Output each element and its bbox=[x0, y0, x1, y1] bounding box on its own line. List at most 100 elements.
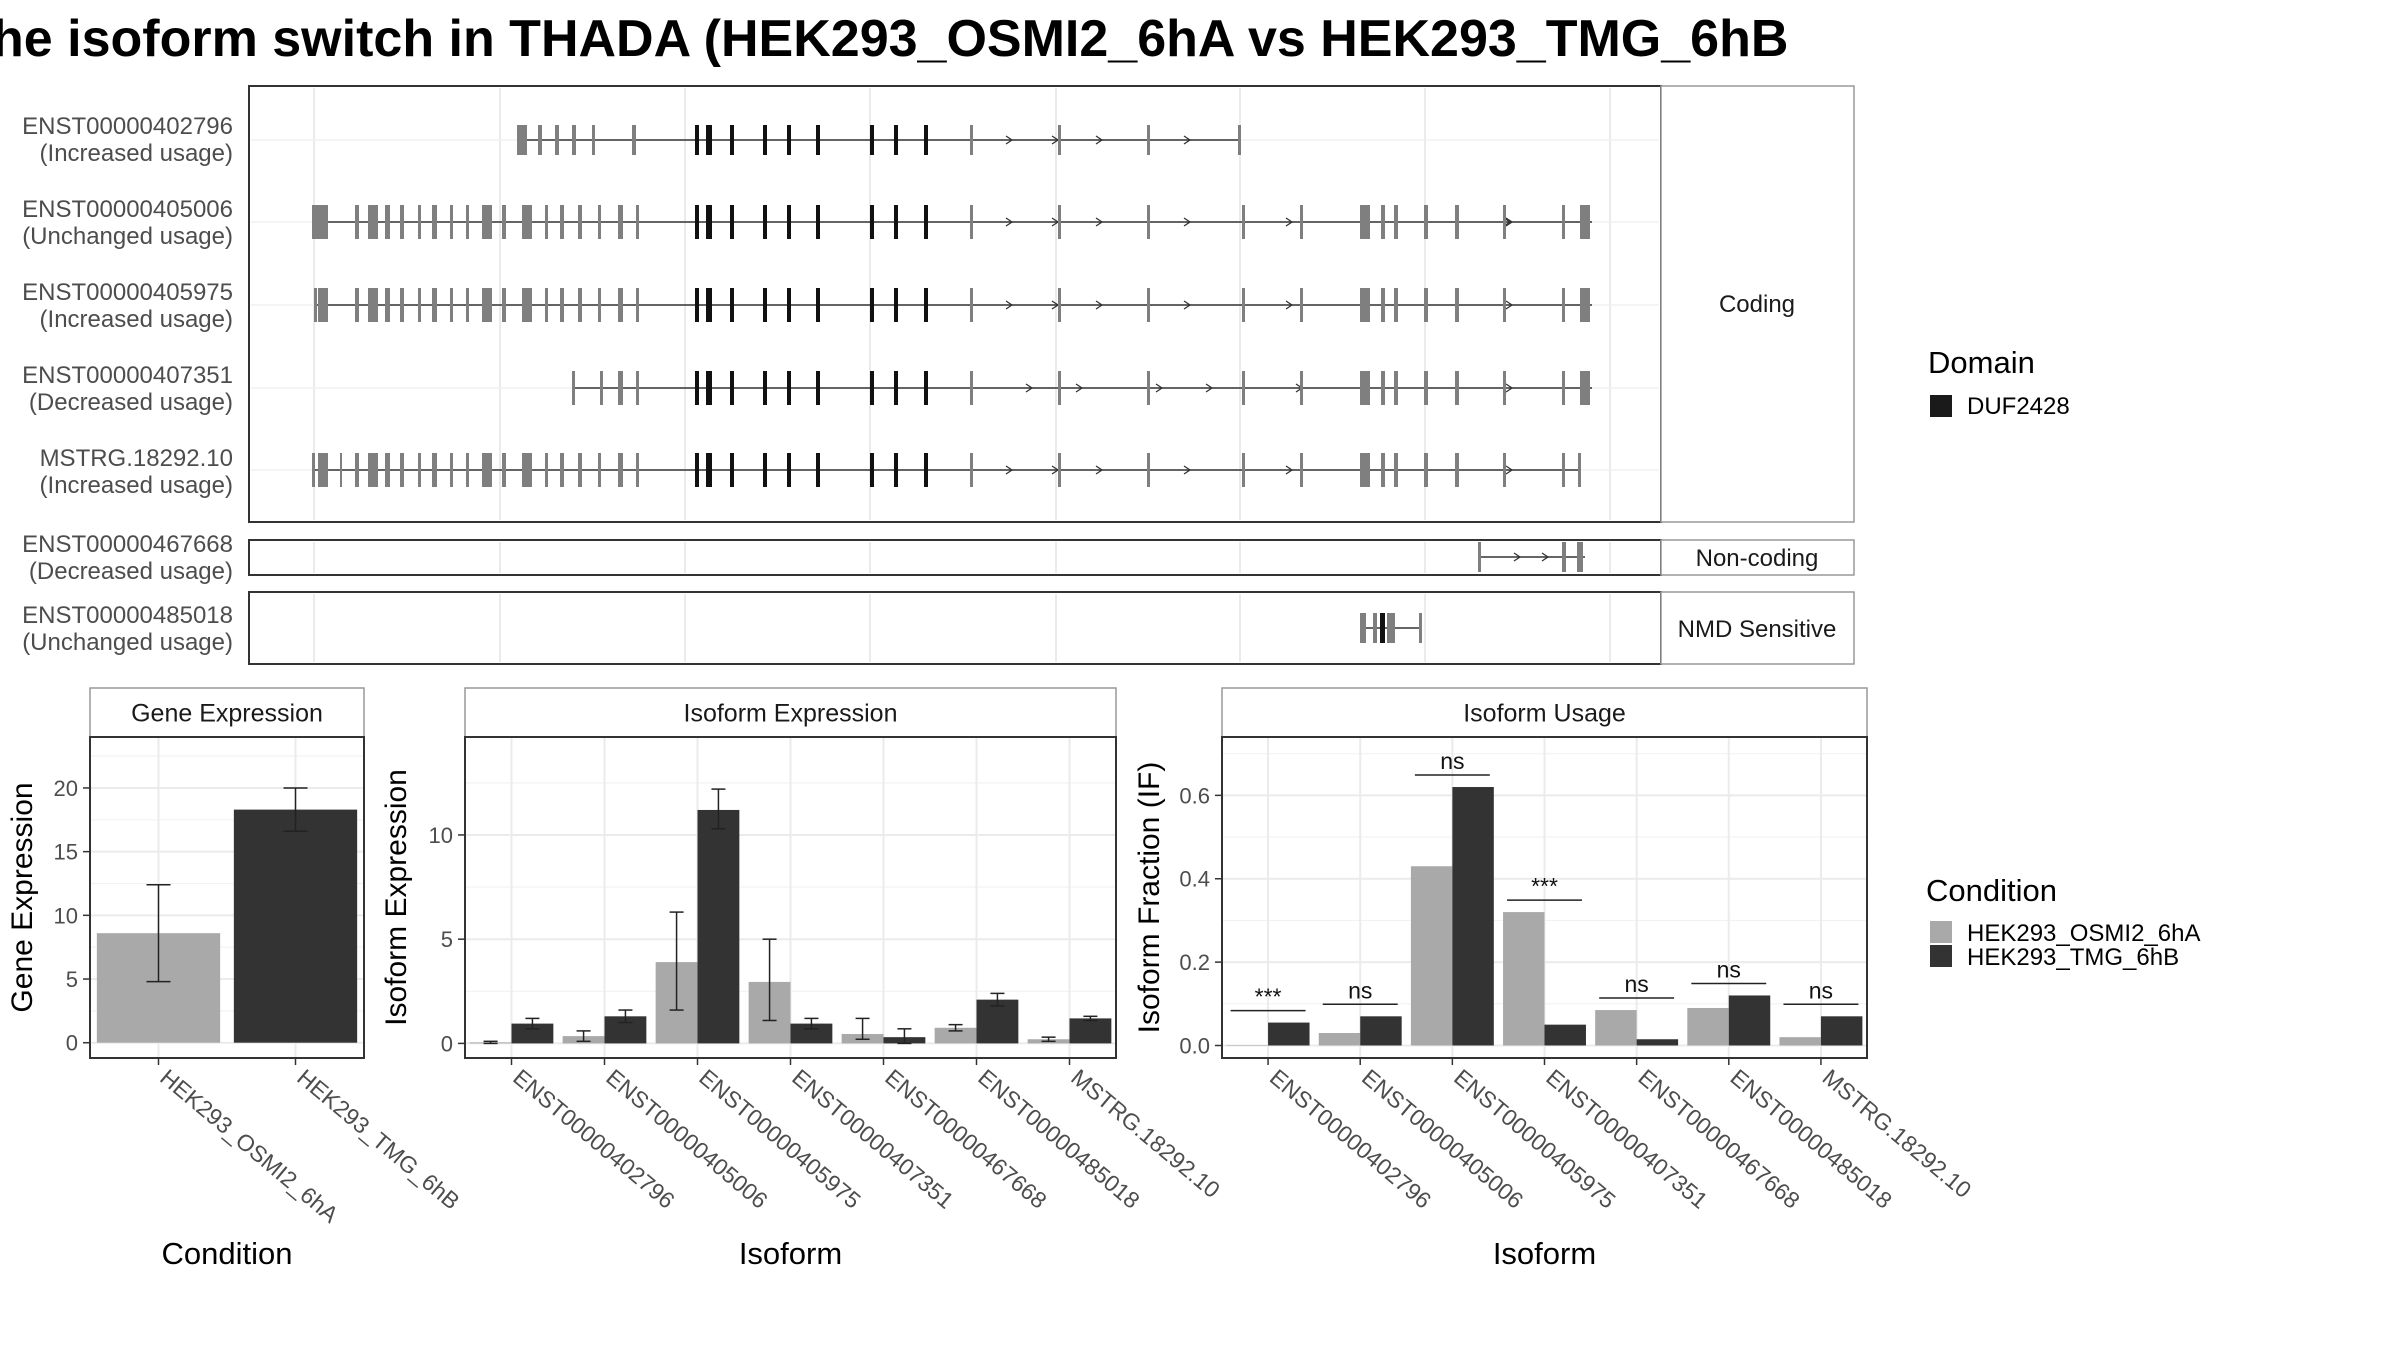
condition-legend-swatch-a bbox=[1930, 921, 1952, 943]
isoform-label-id: ENST00000402796 bbox=[22, 113, 233, 140]
isoform-467668-exon bbox=[1562, 542, 1566, 572]
isoform-mstrg-exon bbox=[400, 453, 404, 487]
significance-label: *** bbox=[1531, 873, 1558, 899]
x-tick-label: MSTRG.18292.10 bbox=[1066, 1064, 1225, 1203]
isoform-402796-exon bbox=[787, 125, 791, 155]
x-tick-label: ENST00000405006 bbox=[601, 1064, 773, 1214]
strip-label-nmd: NMD Sensitive bbox=[1678, 616, 1837, 643]
y-tick-label: 0 bbox=[66, 1031, 78, 1056]
isoform-407351-exon bbox=[730, 371, 734, 405]
isoform-405006-exon bbox=[432, 205, 437, 239]
isoform-label-usage: (Increased usage) bbox=[40, 306, 233, 333]
y-tick-label: 5 bbox=[66, 967, 78, 992]
isoform-405975-exon bbox=[368, 288, 378, 322]
structure-panel-noncoding bbox=[248, 539, 1662, 576]
y-tick-label: 0.4 bbox=[1179, 867, 1210, 892]
isoform-405975-exon bbox=[1147, 288, 1150, 322]
isoform-405975-exon bbox=[1360, 288, 1370, 322]
isoform-label-usage: (Decreased usage) bbox=[29, 558, 233, 585]
x-tick-label: ENST00000405975 bbox=[1449, 1064, 1621, 1214]
isoform-405975-exon bbox=[1300, 288, 1303, 322]
isoform-405006-exon bbox=[706, 205, 712, 239]
isoform-mstrg-exon bbox=[355, 453, 359, 487]
isoform-405975-exon bbox=[636, 288, 639, 322]
isoform-mstrg-exon bbox=[1424, 453, 1428, 487]
panel-strip bbox=[1221, 687, 1868, 738]
isoform-405006-exon bbox=[578, 205, 582, 239]
isoform-405006-exon bbox=[1300, 205, 1303, 239]
isoform-405006-exon bbox=[894, 205, 898, 239]
isoform-mstrg-exon bbox=[1300, 453, 1303, 487]
y-tick-label: 0.0 bbox=[1179, 1033, 1210, 1058]
bar bbox=[790, 1023, 833, 1044]
bar bbox=[1069, 1018, 1112, 1044]
x-tick-label: ENST00000405006 bbox=[1357, 1064, 1529, 1214]
isoform-mstrg-exon bbox=[432, 453, 437, 487]
isoform-label-usage: (Increased usage) bbox=[40, 140, 233, 167]
bar bbox=[1503, 912, 1545, 1046]
isoform-405006-exon bbox=[522, 205, 532, 239]
isoform-mstrg-exon bbox=[1360, 453, 1370, 487]
isoform-405975-exon bbox=[763, 288, 767, 322]
isoform-mstrg-exon bbox=[870, 453, 874, 487]
isoform-405006-exon bbox=[787, 205, 791, 239]
isoform-405006-exon bbox=[1562, 205, 1565, 239]
y-axis-title: Isoform Expression bbox=[380, 769, 413, 1026]
panel-title: Gene Expression bbox=[131, 700, 323, 728]
isoform-mstrg-exon bbox=[1455, 453, 1459, 487]
structure-panel-coding bbox=[248, 85, 1662, 523]
isoform-405975-exon bbox=[1455, 288, 1459, 322]
isoform-407351-exon bbox=[787, 371, 791, 405]
isoform-mstrg-exon bbox=[578, 453, 582, 487]
isoform-mstrg-exon bbox=[763, 453, 767, 487]
x-axis-title: Isoform bbox=[1493, 1236, 1596, 1271]
isoform-405975-exon bbox=[970, 288, 973, 322]
isoform-405006-exon bbox=[1424, 205, 1428, 239]
bar bbox=[1595, 1010, 1637, 1046]
isoform-407351-exon bbox=[1394, 371, 1398, 405]
x-tick-label: ENST00000485018 bbox=[1726, 1064, 1898, 1214]
isoform-label-id: ENST00000485018 bbox=[22, 602, 233, 629]
figure-title: he isoform switch in THADA (HEK293_OSMI2… bbox=[0, 10, 1788, 68]
isoform-405006-exon bbox=[695, 205, 699, 239]
isoform-407351-exon bbox=[1242, 371, 1245, 405]
structure-panel-nmd bbox=[248, 591, 1662, 665]
isoform-485018-exon bbox=[1373, 613, 1377, 643]
isoform-402796-exon bbox=[816, 125, 820, 155]
bar bbox=[1318, 1032, 1361, 1046]
isoform-485018-exon bbox=[1380, 613, 1385, 643]
isoform-402796-exon bbox=[1058, 125, 1061, 155]
isoform-405975-exon bbox=[578, 288, 582, 322]
strip-coding bbox=[1660, 85, 1855, 523]
x-tick-label: ENST00000407351 bbox=[1541, 1064, 1713, 1214]
isoform-mstrg-exon bbox=[924, 453, 928, 487]
isoform-mstrg-exon bbox=[340, 453, 342, 487]
strip-label-coding: Coding bbox=[1719, 291, 1795, 318]
isoform-485018-exon bbox=[1360, 613, 1366, 643]
isoform-407351-exon bbox=[695, 371, 699, 405]
isoform-405975-exon bbox=[1562, 288, 1565, 322]
isoform-mstrg-exon bbox=[598, 453, 601, 487]
isoform-402796-exon bbox=[517, 125, 527, 155]
isoform-mstrg-strand-arrow bbox=[1095, 465, 1104, 475]
x-tick-label: ENST00000467668 bbox=[1633, 1064, 1805, 1214]
isoform-mstrg-exon bbox=[894, 453, 898, 487]
isoform-405975-exon bbox=[618, 288, 623, 322]
isoform-label-id: ENST00000467668 bbox=[22, 531, 233, 558]
isoform-405006-exon bbox=[1394, 205, 1398, 239]
significance-label: ns bbox=[1348, 977, 1372, 1003]
y-tick-label: 20 bbox=[54, 776, 78, 801]
isoform-405006-exon bbox=[970, 205, 973, 239]
domain-legend-label: DUF2428 bbox=[1967, 393, 2070, 420]
isoform-mstrg-exon bbox=[418, 453, 421, 487]
isoform-label-usage: (Unchanged usage) bbox=[22, 223, 233, 250]
significance-label: *** bbox=[1255, 984, 1282, 1010]
panel-title: Isoform Expression bbox=[684, 700, 898, 728]
isoform-mstrg-exon bbox=[706, 453, 712, 487]
isoform-405975-exon bbox=[466, 288, 469, 322]
isoform-405975-exon bbox=[1424, 288, 1428, 322]
isoform-mstrg-exon bbox=[482, 453, 492, 487]
isoform-405006-exon bbox=[1580, 205, 1590, 239]
isoform-mstrg-exon bbox=[636, 453, 639, 487]
